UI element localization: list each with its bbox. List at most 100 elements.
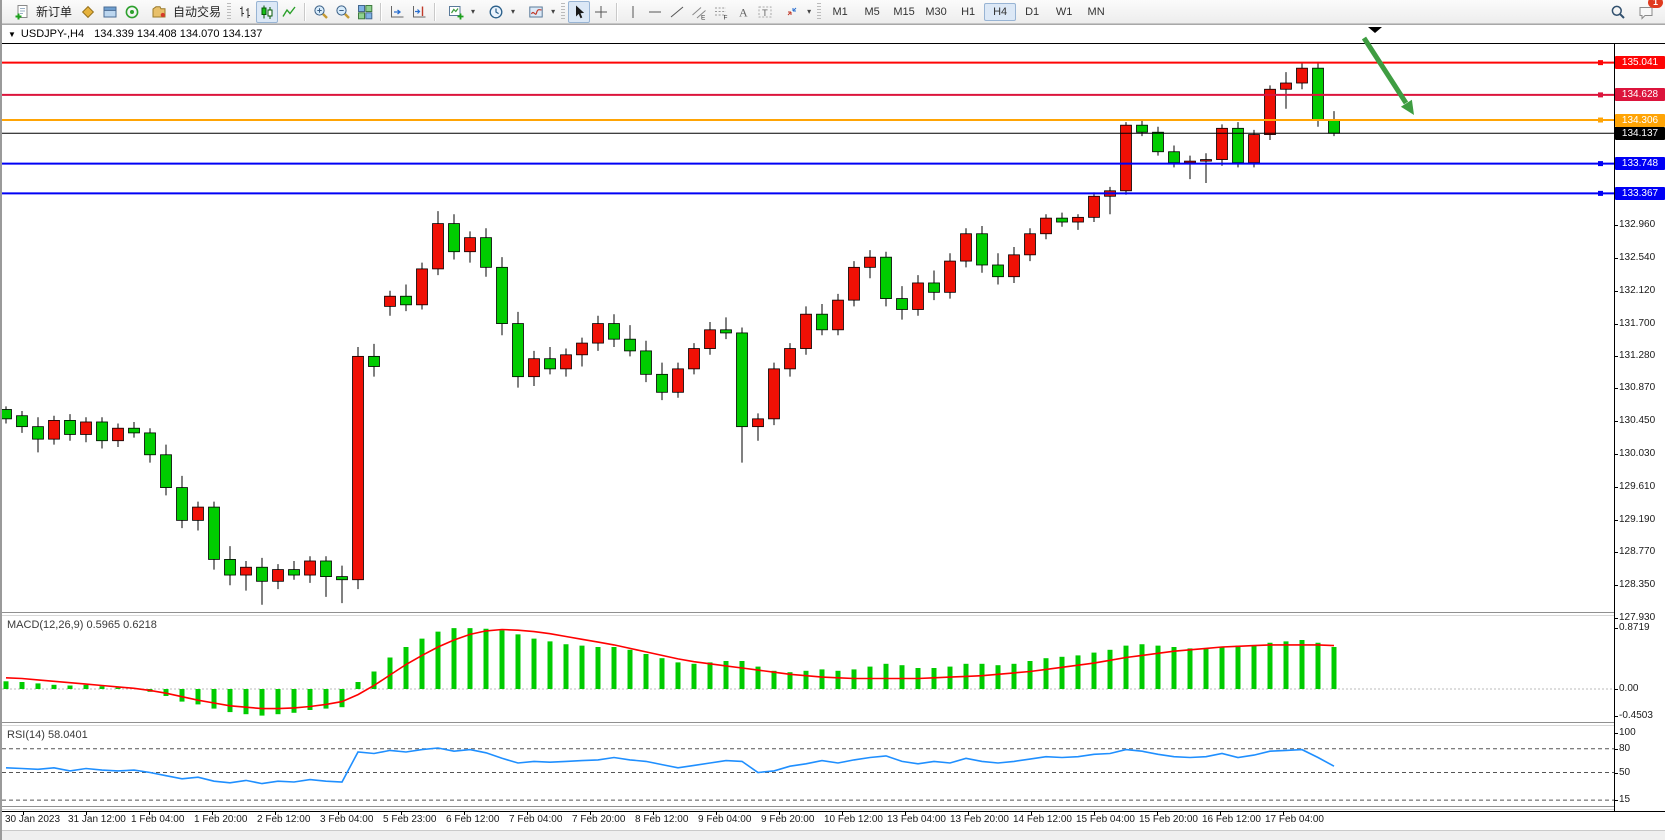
timeframe-mn[interactable]: MN <box>1087 5 1105 18</box>
candlestick[interactable] <box>768 368 780 420</box>
chart-shift-icon[interactable] <box>408 1 430 23</box>
candlestick[interactable] <box>16 415 28 428</box>
candlestick[interactable] <box>1216 127 1228 160</box>
candlestick[interactable] <box>656 373 668 393</box>
chevron-down-icon[interactable]: ▼ <box>8 29 16 39</box>
zoom-out-icon[interactable] <box>332 1 354 23</box>
new-chart-button[interactable]: ▾ <box>440 0 480 24</box>
candlestick[interactable] <box>672 368 684 393</box>
candlestick[interactable] <box>560 354 572 370</box>
candlestick[interactable] <box>384 295 396 307</box>
text-icon[interactable]: A <box>732 1 754 23</box>
periods-button[interactable]: ▾ <box>480 0 520 24</box>
templates-button[interactable]: ▾ <box>520 0 560 24</box>
candlestick[interactable] <box>752 418 764 428</box>
candlestick[interactable] <box>496 266 508 324</box>
line-anchor[interactable] <box>1598 190 1603 196</box>
candlestick[interactable] <box>1264 88 1276 135</box>
candlestick[interactable] <box>416 268 428 306</box>
candlestick[interactable] <box>288 569 300 576</box>
timeframe-m30[interactable]: M30 <box>925 5 947 18</box>
candlestick[interactable] <box>784 348 796 370</box>
pane-separator[interactable] <box>2 612 1614 616</box>
candlestick[interactable] <box>944 260 956 293</box>
candlestick[interactable] <box>992 264 1004 278</box>
zoom-in-icon[interactable] <box>310 1 332 23</box>
price-level-label[interactable]: 133.748 <box>1615 157 1665 171</box>
candlestick[interactable] <box>848 266 860 301</box>
candlestick[interactable] <box>400 295 412 306</box>
candlestick[interactable] <box>1008 254 1020 278</box>
candlestick[interactable] <box>544 358 556 370</box>
chat-button[interactable]: 1 <box>1635 0 1663 23</box>
candlestick[interactable] <box>1120 124 1132 192</box>
timeframe-m15[interactable]: M15 <box>893 5 915 18</box>
candlestick[interactable] <box>1200 159 1212 162</box>
candlestick[interactable] <box>800 313 812 349</box>
candlestick[interactable] <box>320 560 332 578</box>
vertical-line-icon[interactable] <box>622 1 644 23</box>
candlestick[interactable] <box>736 332 748 428</box>
candlestick[interactable] <box>1040 217 1052 235</box>
candlestick[interactable] <box>480 237 492 268</box>
line-anchor[interactable] <box>1598 60 1603 66</box>
bar-chart-icon[interactable] <box>234 1 256 23</box>
candlestick[interactable] <box>528 358 540 378</box>
candlestick[interactable] <box>224 559 236 576</box>
candlestick[interactable] <box>112 427 124 442</box>
candlestick[interactable] <box>448 223 460 253</box>
text-label-icon[interactable]: T <box>754 1 776 23</box>
price-level-label[interactable]: 134.628 <box>1615 88 1665 102</box>
annotation-arrow[interactable] <box>1361 36 1409 105</box>
candlestick[interactable] <box>304 560 316 576</box>
candlestick[interactable] <box>1328 120 1340 134</box>
equidistant-channel-icon[interactable]: E <box>688 1 710 23</box>
candlestick[interactable] <box>240 566 252 576</box>
timeframe-m1[interactable]: M1 <box>832 5 848 18</box>
new-order-button[interactable]: 新订单 <box>6 0 77 24</box>
price-level-label[interactable]: 133.367 <box>1615 186 1665 200</box>
chart-shift-marker[interactable] <box>1368 27 1382 33</box>
candlestick[interactable] <box>96 421 108 442</box>
candlestick[interactable] <box>688 348 700 370</box>
fibonacci-icon[interactable]: F <box>710 1 732 23</box>
candlestick[interactable] <box>1072 216 1084 223</box>
candlestick[interactable] <box>352 355 364 581</box>
crosshair-icon[interactable] <box>590 1 612 23</box>
candlestick[interactable] <box>1184 160 1196 164</box>
candlestick[interactable] <box>80 421 92 435</box>
candlestick[interactable] <box>1248 134 1260 164</box>
auto-trading-button[interactable]: 自动交易 <box>143 0 226 24</box>
auto-scroll-icon[interactable] <box>386 1 408 23</box>
timeframe-w1[interactable]: W1 <box>1055 5 1073 18</box>
candlestick[interactable] <box>160 454 172 488</box>
signals-icon[interactable] <box>121 1 143 23</box>
candlestick[interactable] <box>640 350 652 375</box>
trendline-icon[interactable] <box>666 1 688 23</box>
market-watch-icon[interactable] <box>77 1 99 23</box>
candlestick[interactable] <box>704 329 716 349</box>
timeframe-d1[interactable]: D1 <box>1025 5 1040 18</box>
candlestick[interactable] <box>1152 131 1164 153</box>
candlestick[interactable] <box>256 566 268 582</box>
navigator-icon[interactable] <box>99 1 121 23</box>
candlestick[interactable] <box>576 342 588 356</box>
candlestick[interactable] <box>912 282 924 310</box>
price-level-label[interactable]: 135.041 <box>1615 56 1665 70</box>
candlestick[interactable] <box>976 233 988 266</box>
candlestick[interactable] <box>512 323 524 378</box>
cursor-icon[interactable] <box>568 0 591 23</box>
candlestick[interactable] <box>816 313 828 331</box>
candlestick[interactable] <box>32 426 44 440</box>
candlestick[interactable] <box>864 256 876 268</box>
candlestick[interactable] <box>896 298 908 310</box>
candlestick[interactable] <box>2 409 12 420</box>
candlestick[interactable] <box>608 323 620 340</box>
timeframe-h1[interactable]: H1 <box>961 5 976 18</box>
timeframe-m5[interactable]: M5 <box>864 5 880 18</box>
candlestick[interactable] <box>48 420 60 440</box>
candlestick[interactable] <box>64 420 76 435</box>
horizontal-line-icon[interactable] <box>644 1 666 23</box>
candlestick[interactable] <box>272 569 284 582</box>
